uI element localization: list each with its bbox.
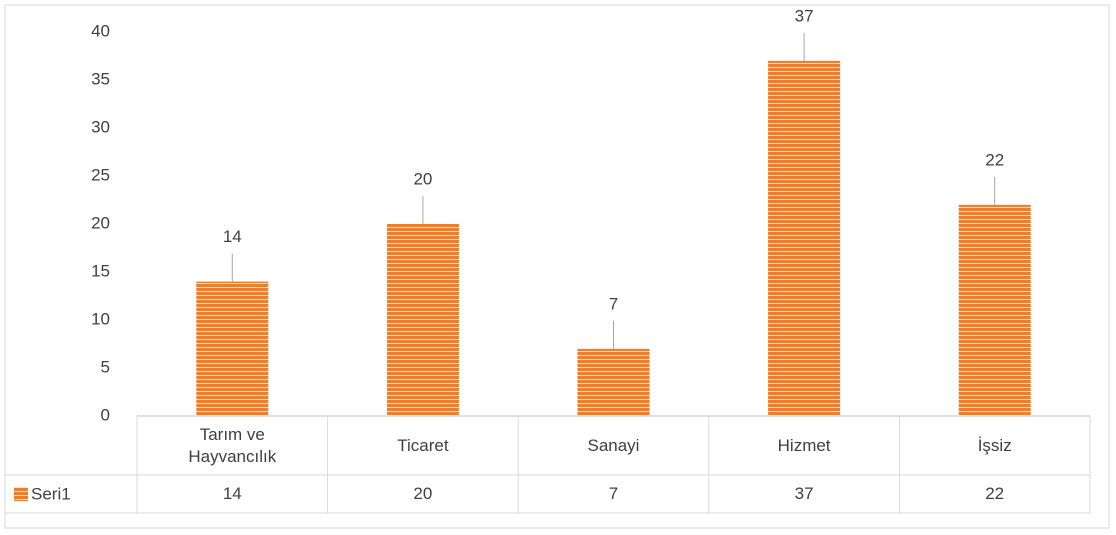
data-label: 37	[795, 6, 814, 25]
category-cell-text: İşsiz	[977, 435, 1012, 455]
value-cell: 14	[137, 475, 328, 513]
y-tick-label: 40	[91, 21, 110, 40]
value-cell-text: 7	[608, 484, 619, 503]
data-label: 22	[985, 150, 1004, 169]
data-label: 14	[223, 227, 242, 246]
chart-border	[4, 4, 1110, 529]
value-cell: 7	[518, 475, 709, 513]
data-label: 7	[609, 294, 618, 313]
y-tick-label: 20	[91, 213, 110, 232]
value-cell-text: 37	[794, 484, 814, 503]
category-cell-text: Hizmet	[777, 435, 831, 455]
category-cell-text: Tarım ve Hayvancılık	[188, 424, 277, 466]
y-tick-label: 25	[91, 165, 110, 184]
value-cell-text: 20	[413, 484, 433, 503]
y-tick-label: 30	[91, 117, 110, 136]
y-tick-label: 10	[91, 309, 110, 328]
y-tick-label: 5	[101, 357, 110, 376]
value-cell-text: 14	[222, 484, 242, 503]
bar	[196, 281, 269, 416]
bar	[577, 348, 650, 416]
bar	[958, 204, 1031, 416]
legend-label: Seri1	[31, 484, 71, 503]
category-cell-text: Sanayi	[587, 435, 640, 455]
bar	[386, 224, 459, 416]
value-cell-text: 22	[985, 484, 1005, 503]
category-cell: Ticaret	[328, 416, 519, 475]
category-cell: İşsiz	[899, 416, 1090, 475]
y-tick-label: 35	[91, 69, 110, 88]
category-cell: Tarım ve Hayvancılık	[137, 416, 328, 475]
legend-swatch	[14, 487, 28, 501]
value-cell: 37	[709, 475, 900, 513]
value-cell: 22	[899, 475, 1090, 513]
value-cell: 20	[328, 475, 519, 513]
category-cell: Sanayi	[518, 416, 709, 475]
data-label: 20	[413, 169, 432, 188]
bar	[768, 60, 841, 417]
category-cell-text: Ticaret	[397, 435, 449, 455]
category-cell: Hizmet	[709, 416, 900, 475]
y-tick-label: 15	[91, 261, 110, 280]
y-tick-label: 0	[101, 405, 110, 424]
